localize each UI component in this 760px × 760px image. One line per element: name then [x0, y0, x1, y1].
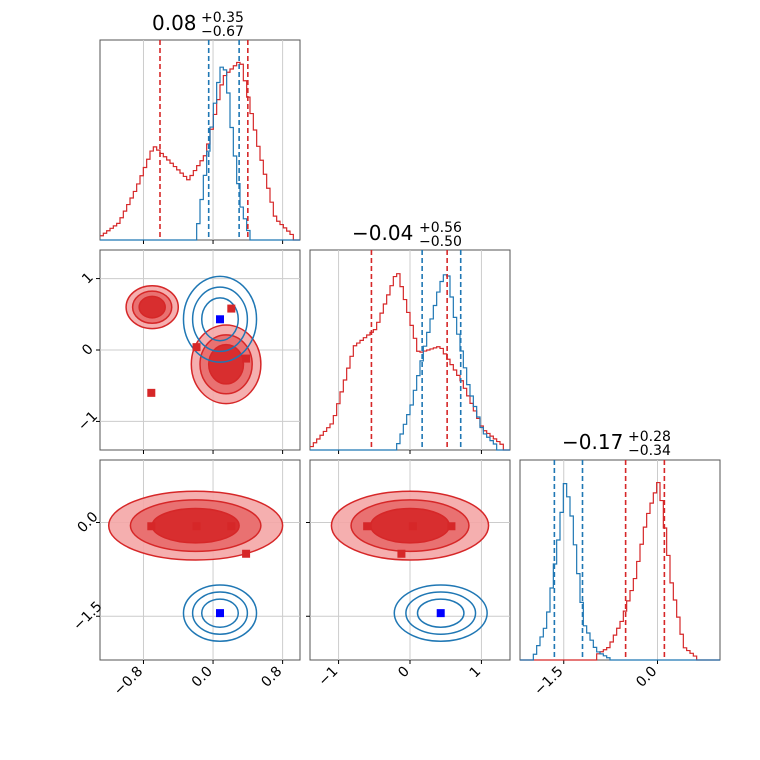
- contour-p3p2-blue-level-1: [405, 591, 477, 635]
- hist-p3-red: [520, 481, 720, 661]
- marker-p3p1-blue: [216, 609, 224, 618]
- panel-hist-p2: [309, 249, 511, 454]
- marker-p3p2-red-3: [397, 549, 406, 558]
- panel-hist-p1: [99, 39, 301, 244]
- title-p3-plus: +0.28: [628, 429, 671, 445]
- x-tick-label-p1: 0.8: [258, 664, 285, 691]
- x-tick-label-p3: 0.0: [633, 664, 660, 691]
- hist-p2-red: [310, 273, 510, 451]
- x-tick-label-p2: −1: [315, 664, 341, 690]
- title-p3: −0.17 +0.28 −0.34: [562, 429, 671, 459]
- title-p2-plus: +0.56: [419, 220, 462, 236]
- marker-p3p1-red-2: [227, 522, 236, 531]
- y-tick-label-p2: −1: [75, 408, 101, 434]
- y-tick-label-p3: 0.0: [74, 509, 101, 536]
- title-p2-median: −0.04: [352, 221, 413, 245]
- contour-p2p1-red-0-level-2: [138, 295, 166, 319]
- contour-p3p2-blue-level-0: [393, 584, 488, 642]
- title-p1-plus: +0.35: [201, 10, 244, 26]
- contour-p3p1-blue-level-0: [182, 584, 258, 642]
- tick-labels: −0.8 0.0 0.8 −1 0 1 −1.5 0.0−101−1.50.0: [70, 270, 660, 699]
- contour-p2p1-blue-level-1: [191, 286, 249, 353]
- x-tick-label-p2: 1: [467, 664, 485, 682]
- contour-p2p1-red-1-level-2: [207, 343, 245, 385]
- marker-p3p2-red-2: [447, 522, 456, 531]
- title-p3-minus: −0.34: [628, 443, 671, 459]
- panel-hist-p1-frame: [99, 39, 301, 241]
- title-p1-median: 0.08: [152, 11, 197, 35]
- marker-p3p1-red-1: [192, 522, 201, 531]
- title-p2-minus: −0.50: [419, 234, 462, 250]
- panel-2d-p2-vs-p1: [96, 249, 301, 454]
- panel-hist-p3-frame: [519, 459, 721, 661]
- marker-p2p1-red-3: [242, 354, 251, 363]
- panel-2d-p3-vs-p1-frame: [99, 459, 301, 661]
- contour-p3p1-blue-level-2: [200, 598, 240, 628]
- contour-p2p1-blue-level-2: [200, 297, 240, 342]
- title-p1: 0.08 +0.35 −0.67: [152, 10, 244, 40]
- marker-p3p2-blue: [436, 609, 445, 618]
- x-tick-label-p3: −1.5: [531, 664, 566, 699]
- marker-p2p1-red-0: [147, 388, 156, 397]
- title-p2: −0.04 +0.56 −0.50: [352, 220, 462, 250]
- contour-p2p1-blue-level-0: [182, 275, 258, 363]
- hist-p1-blue: [100, 66, 300, 241]
- marker-p3p1-red-0: [147, 522, 156, 531]
- y-tick-label-p2: 1: [79, 270, 97, 288]
- x-tick-label-p2: 0: [395, 664, 413, 682]
- title-p3-median: −0.17: [562, 430, 623, 454]
- panel-2d-p3-vs-p1: [96, 459, 301, 664]
- marker-p2p1-red-1: [192, 343, 201, 352]
- marker-p2p1-blue: [216, 315, 224, 324]
- x-tick-label-p1: 0.0: [189, 664, 216, 691]
- hist-p1-red: [100, 61, 300, 241]
- marker-p2p1-red-2: [227, 304, 236, 313]
- marker-p3p1-red-3: [242, 549, 251, 558]
- marker-p3p2-red-1: [408, 522, 417, 531]
- panel-hist-p3: [519, 459, 721, 664]
- contour-p3p2-blue-level-2: [416, 598, 465, 628]
- title-p1-minus: −0.67: [201, 24, 244, 40]
- marker-p3p2-red-0: [363, 522, 372, 531]
- x-tick-label-p1: −0.8: [111, 664, 146, 699]
- hist-p2-blue: [310, 274, 510, 451]
- y-tick-label-p2: 0: [79, 341, 97, 359]
- contour-p3p1-blue-level-1: [191, 591, 249, 635]
- panel-2d-p3-vs-p2: [306, 459, 511, 664]
- hist-p3-blue: [520, 483, 720, 661]
